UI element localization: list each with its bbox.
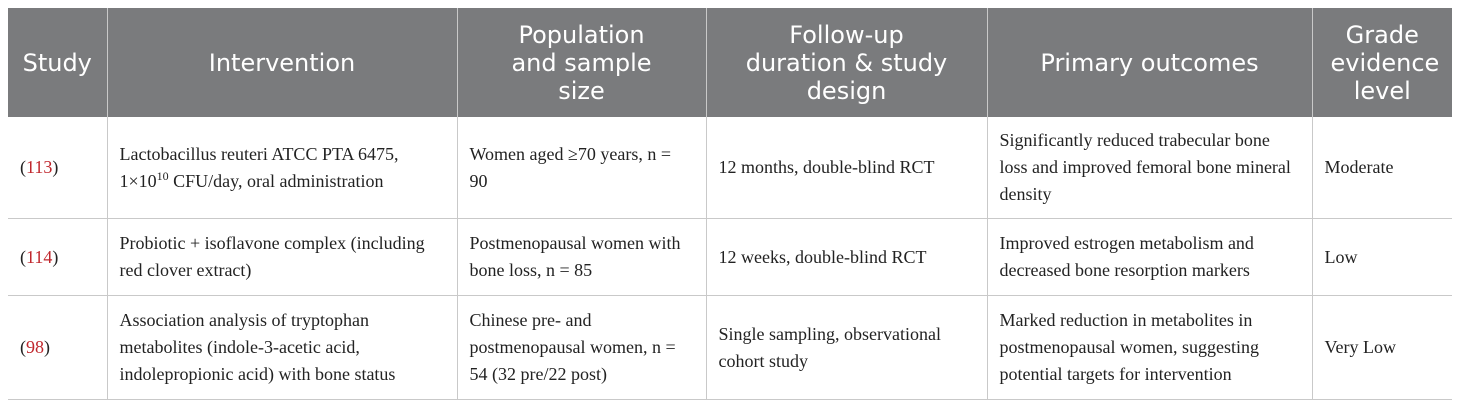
reference-link[interactable]: 98 (26, 337, 44, 357)
table-header-row: Study Intervention Population and sample… (8, 8, 1452, 117)
header-outcomes: Primary outcomes (986, 8, 1312, 117)
study-cell: (113) (8, 117, 107, 219)
population-cell: Postmenopausal women with bone loss, n =… (456, 218, 706, 296)
intervention-cell: Association analysis of tryptophan metab… (106, 295, 457, 400)
outcomes-cell: Marked reduction in metabolites in postm… (986, 295, 1312, 400)
intervention-text-tail: CFU/day, oral administration (168, 170, 384, 191)
grade-cell: Low (1311, 218, 1452, 296)
table-row: (113) Lactobacillus reuteri ATCC PTA 647… (8, 117, 1452, 219)
grade-cell: Very Low (1311, 295, 1452, 400)
header-study: Study (8, 8, 107, 117)
population-cell: Women aged ≥70 years, n = 90 (456, 117, 706, 219)
reference-link[interactable]: 113 (26, 157, 53, 177)
design-cell: 12 weeks, double-blind RCT (705, 218, 987, 296)
reference-link[interactable]: 114 (26, 246, 53, 267)
header-design: Follow-up duration & study design (705, 8, 987, 117)
intervention-text: Lactobacillus reuteri ATCC PTA 6475, 1×1… (119, 143, 399, 191)
header-grade: Grade evidence level (1311, 8, 1452, 117)
study-cell: (98) (8, 295, 107, 400)
intervention-cell: Lactobacillus reuteri ATCC PTA 6475, 1×1… (106, 117, 457, 219)
study-cell: (114) (8, 218, 107, 296)
outcomes-cell: Significantly reduced trabecular bone lo… (986, 117, 1312, 219)
exponent: 10 (156, 168, 169, 183)
header-population: Population and sample size (456, 8, 706, 117)
outcomes-cell: Improved estrogen metabolism and decreas… (986, 218, 1312, 296)
grade-cell: Moderate (1311, 117, 1452, 219)
design-cell: Single sampling, observational cohort st… (705, 295, 987, 400)
population-cell: Chinese pre- and postmenopausal women, n… (456, 295, 706, 400)
table-row: (98) Association analysis of tryptophan … (8, 295, 1452, 400)
evidence-table: Study Intervention Population and sample… (8, 8, 1452, 400)
header-intervention: Intervention (106, 8, 457, 117)
table-row: (114) Probiotic + isoflavone complex (in… (8, 218, 1452, 296)
design-cell: 12 months, double-blind RCT (705, 117, 987, 219)
intervention-cell: Probiotic + isoflavone complex (includin… (106, 218, 457, 296)
